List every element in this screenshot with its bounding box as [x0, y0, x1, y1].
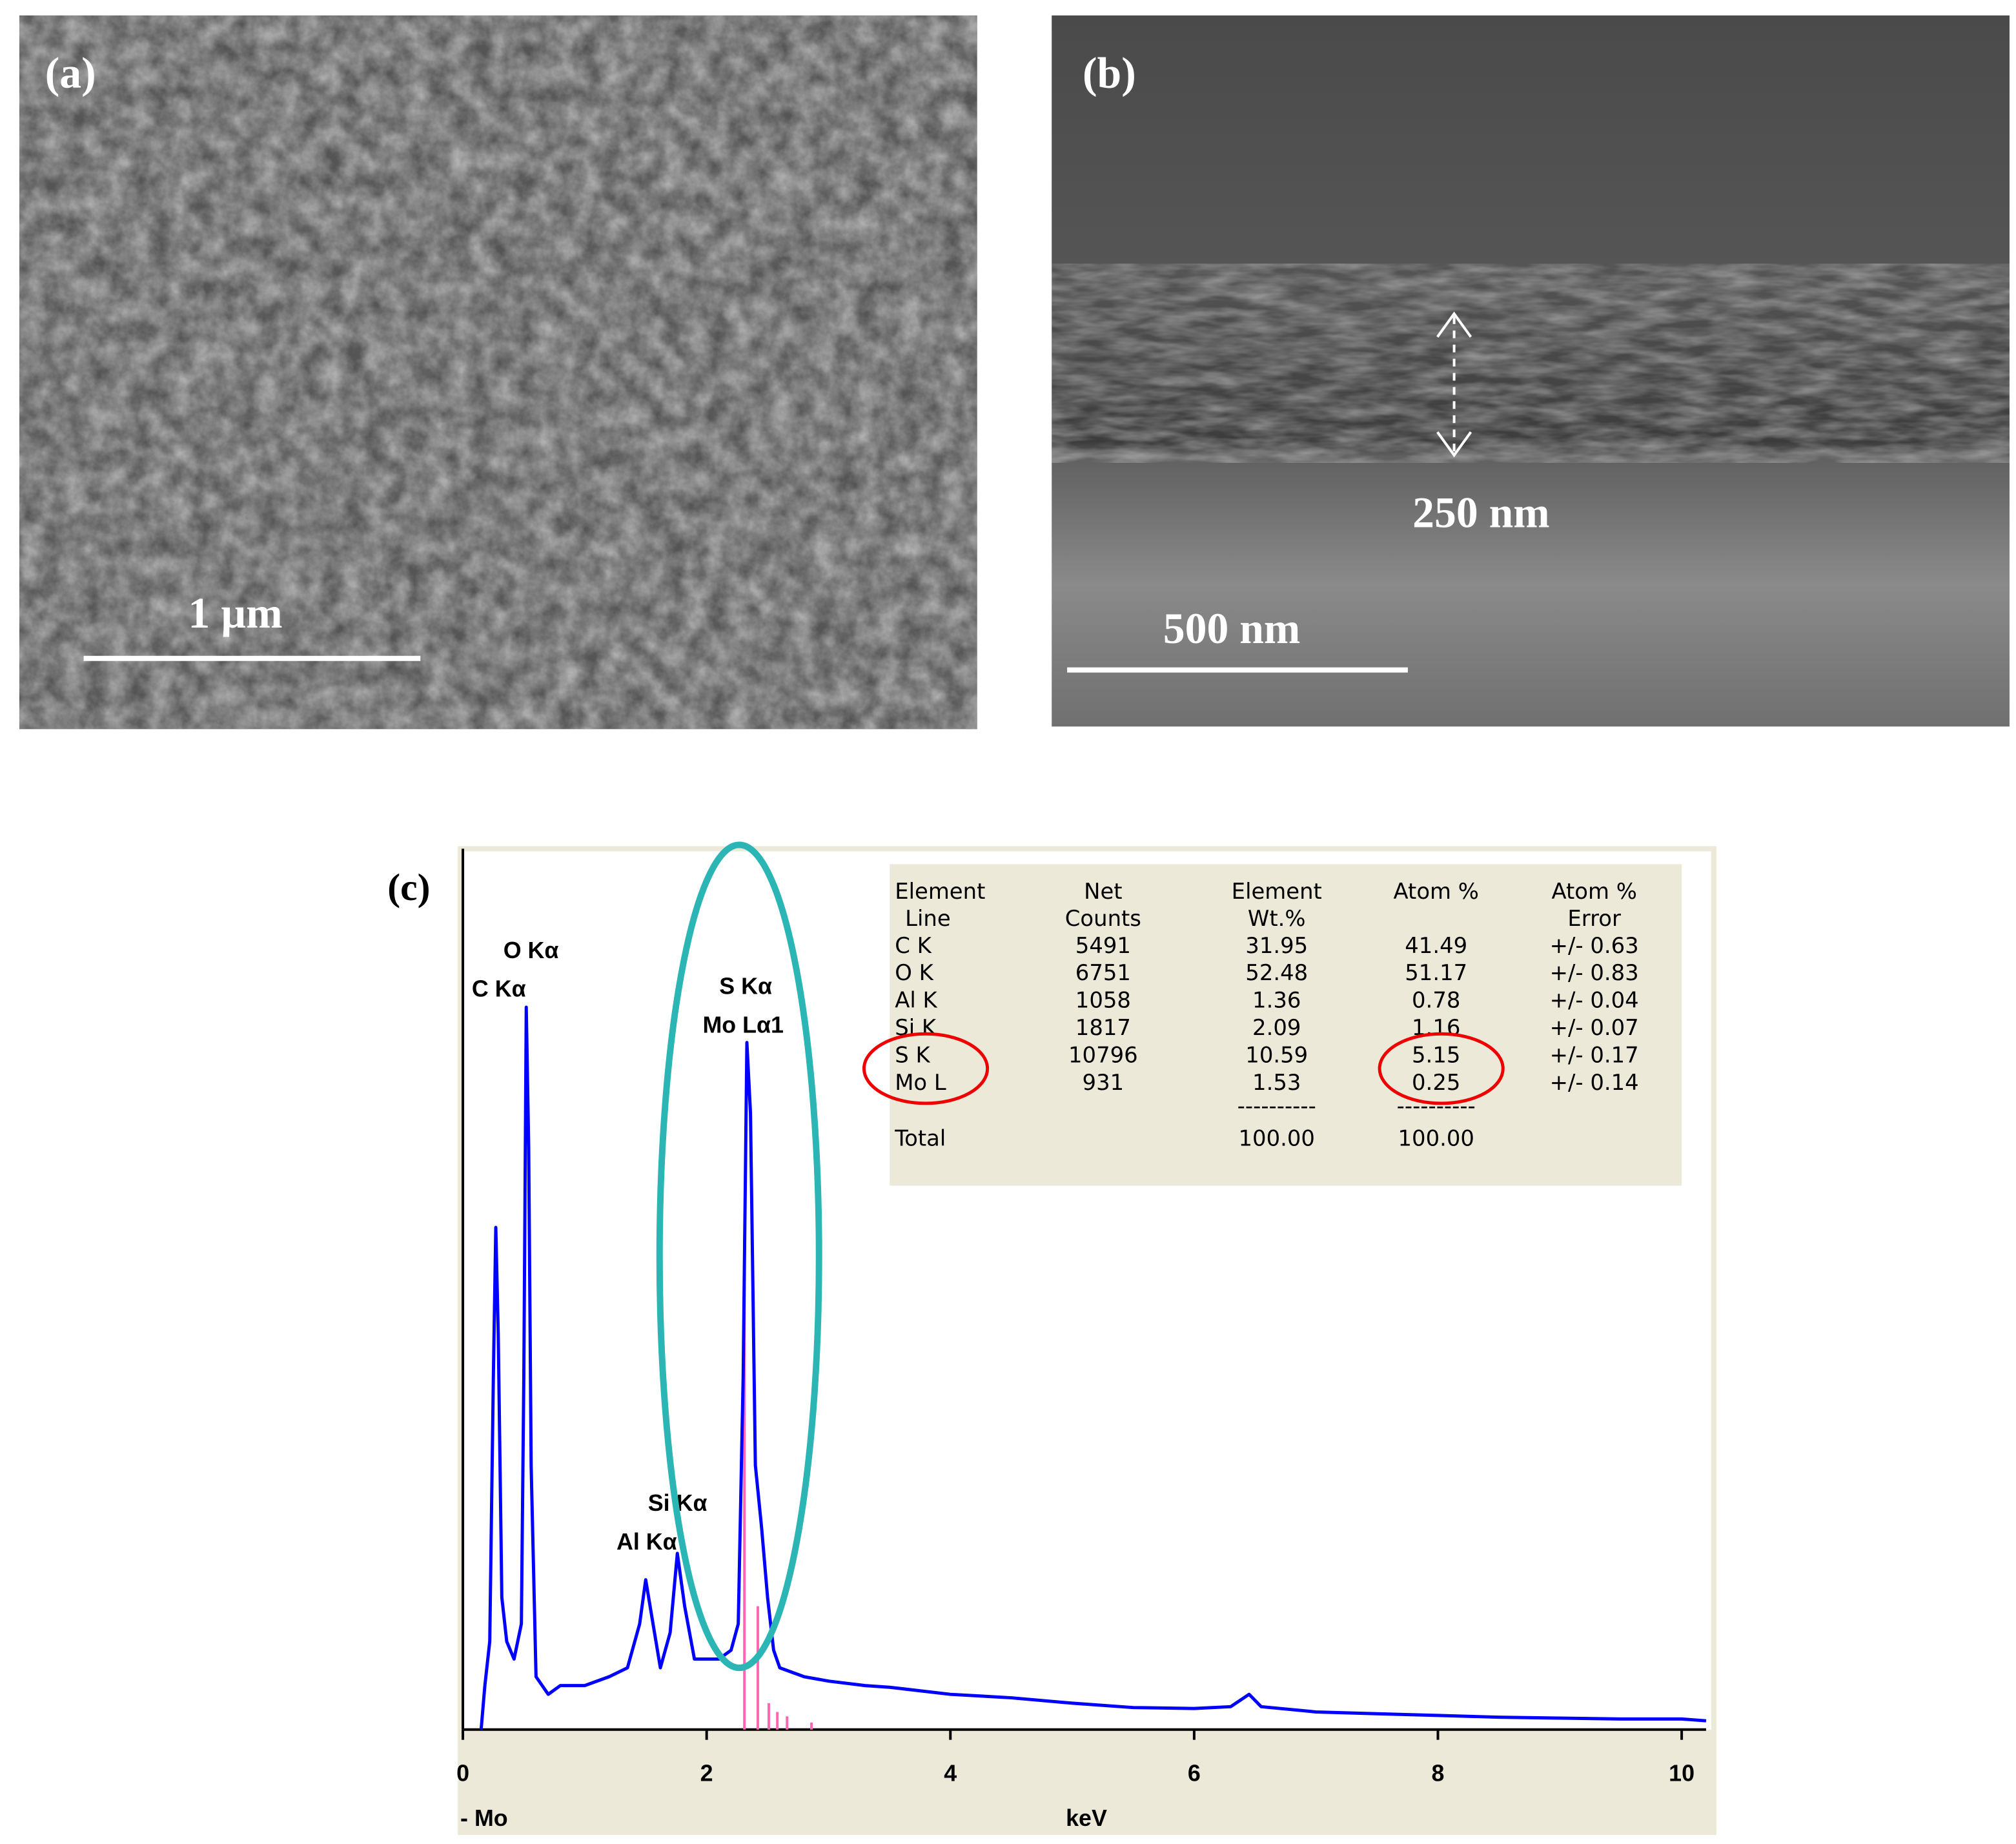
table-cell: Mo L — [895, 1070, 946, 1095]
table-cell: 10796 — [1068, 1042, 1138, 1067]
table-header: Element — [1232, 879, 1322, 904]
table-cell: 5.15 — [1412, 1042, 1460, 1067]
table-header: Element — [895, 879, 985, 904]
table-total: 100.00 — [1398, 1126, 1474, 1151]
x-tick-label: 2 — [700, 1760, 713, 1786]
panel-label: (b) — [1083, 48, 1136, 97]
table-total: 100.00 — [1239, 1126, 1315, 1151]
peak-label: Mo Lα1 — [702, 1012, 784, 1038]
peak-label: S Kα — [719, 974, 772, 999]
x-tick-label: 0 — [456, 1760, 469, 1786]
table-cell: 2.09 — [1252, 1015, 1301, 1040]
table-cell: 51.17 — [1405, 960, 1467, 985]
table-cell: 41.49 — [1405, 933, 1467, 958]
thickness-label: 250 nm — [1412, 489, 1550, 537]
table-cell: 1817 — [1075, 1015, 1131, 1040]
x-tick-label: 10 — [1669, 1760, 1695, 1786]
table-cell: +/- 0.17 — [1550, 1042, 1639, 1067]
table-cell: Al K — [895, 988, 937, 1013]
table-cell: +/- 0.07 — [1550, 1015, 1639, 1040]
table-total-label: Total — [894, 1126, 946, 1151]
table-cell: 10.59 — [1245, 1042, 1308, 1067]
peak-label: O Kα — [504, 937, 559, 963]
table-cell: 0.78 — [1412, 988, 1460, 1013]
table-cell: +/- 0.83 — [1550, 960, 1639, 985]
x-tick-label: 4 — [944, 1760, 957, 1786]
highlight-ellipse — [1378, 1032, 1505, 1105]
table-header: Atom % — [1551, 879, 1636, 904]
panel-label: (a) — [45, 48, 96, 97]
table-cell: +/- 0.04 — [1550, 988, 1639, 1013]
highlight-ellipse — [862, 1032, 990, 1105]
table-header: Net — [1084, 879, 1122, 904]
table-cell: 1058 — [1075, 988, 1131, 1013]
table-cell: +/- 0.14 — [1550, 1070, 1639, 1095]
table-cell: 931 — [1083, 1070, 1125, 1095]
x-axis-label: keV — [1066, 1805, 1107, 1831]
scale-label: 1 µm — [188, 589, 282, 637]
sem-texture — [19, 15, 977, 730]
film-texture — [1052, 263, 2010, 463]
x-tick-label: 6 — [1188, 1760, 1201, 1786]
table-cell: S K — [895, 1042, 930, 1067]
sem-panel-b: (b) 250 nm 500 nm — [1052, 15, 2010, 727]
peak-label: C Kα — [472, 976, 526, 1002]
table-cell: 52.48 — [1245, 960, 1308, 985]
table-cell: C K — [895, 933, 932, 958]
table-cell: O K — [895, 960, 933, 985]
sem-panel-a: (a) 1 µm — [19, 15, 977, 730]
table-cell: +/- 0.63 — [1550, 933, 1639, 958]
table-header: Wt.% — [1248, 906, 1306, 931]
peak-label: Al Kα — [616, 1529, 677, 1555]
x-tick-label: 8 — [1432, 1760, 1445, 1786]
table-dashes: ---------- — [1237, 1094, 1316, 1119]
table-cell: 5491 — [1075, 933, 1131, 958]
results-table — [890, 864, 1682, 1186]
table-header: Line — [905, 906, 951, 931]
table-header: Atom % — [1394, 879, 1479, 904]
corner-label: - Mo — [460, 1805, 508, 1831]
table-header: Error — [1567, 906, 1621, 931]
table-cell: 31.95 — [1245, 933, 1308, 958]
table-cell: 1.36 — [1252, 988, 1301, 1013]
highlight-ellipse — [656, 841, 822, 1672]
table-cell: 1.53 — [1252, 1070, 1301, 1095]
arrow-heads — [1436, 311, 1472, 458]
table-header: Counts — [1065, 906, 1141, 931]
panel-label: (c) — [387, 866, 430, 908]
scale-label: 500 nm — [1163, 604, 1301, 653]
table-cell: 6751 — [1075, 960, 1131, 985]
spectrum-line — [479, 1005, 1707, 1730]
table-cell: 0.25 — [1412, 1070, 1460, 1095]
